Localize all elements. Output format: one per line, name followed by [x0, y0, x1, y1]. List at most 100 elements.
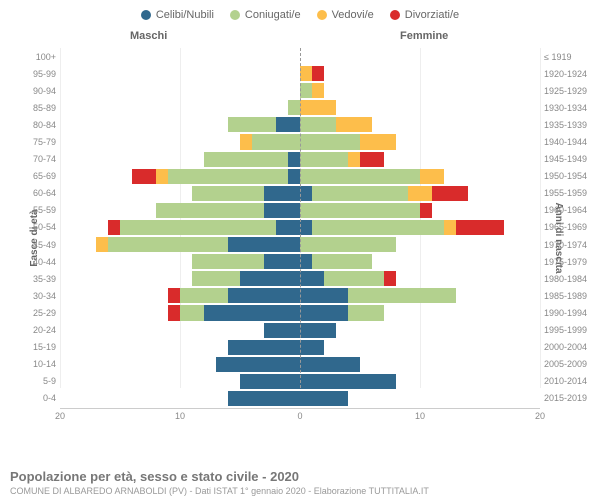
birth-year-label: 2005-2009: [544, 359, 598, 369]
female-bars: [300, 271, 540, 286]
bar-segment: [228, 391, 300, 406]
legend-item: Celibi/Nubili: [141, 9, 214, 21]
legend-swatch: [141, 10, 151, 20]
bar-segment: [420, 169, 444, 184]
female-bars: [300, 357, 540, 372]
birth-year-label: 2000-2004: [544, 342, 598, 352]
age-label: 45-49: [16, 240, 56, 250]
birth-year-label: 1965-1969: [544, 222, 598, 232]
bar-segment: [240, 134, 252, 149]
male-bars: [60, 203, 300, 218]
bar-segment: [108, 237, 228, 252]
bar-segment: [300, 220, 312, 235]
bar-segment: [132, 169, 156, 184]
legend-swatch: [230, 10, 240, 20]
male-bars: [60, 391, 300, 406]
bar-segment: [300, 288, 348, 303]
bar-segment: [192, 186, 264, 201]
bar-segment: [240, 374, 300, 389]
bar-segment: [300, 323, 336, 338]
male-bars: [60, 323, 300, 338]
bar-segment: [120, 220, 276, 235]
age-label: 20-24: [16, 325, 56, 335]
age-label: 25-29: [16, 308, 56, 318]
age-label: 40-44: [16, 257, 56, 267]
bar-segment: [420, 203, 432, 218]
bar-segment: [168, 169, 288, 184]
male-bars: [60, 288, 300, 303]
birth-year-label: 1990-1994: [544, 308, 598, 318]
legend: Celibi/NubiliConiugati/eVedovi/eDivorzia…: [0, 0, 600, 30]
age-label: 100+: [16, 52, 56, 62]
x-tick: 10: [175, 411, 185, 421]
female-bars: [300, 391, 540, 406]
birth-year-label: 1975-1979: [544, 257, 598, 267]
male-bars: [60, 340, 300, 355]
bar-segment: [240, 271, 300, 286]
x-tick: 20: [535, 411, 545, 421]
female-bars: [300, 288, 540, 303]
bar-segment: [336, 117, 372, 132]
bar-segment: [384, 271, 396, 286]
male-bars: [60, 49, 300, 64]
legend-swatch: [390, 10, 400, 20]
female-bars: [300, 374, 540, 389]
birth-year-label: 2015-2019: [544, 393, 598, 403]
male-bars: [60, 83, 300, 98]
bar-segment: [156, 203, 264, 218]
male-bars: [60, 254, 300, 269]
age-label: 85-89: [16, 103, 56, 113]
bar-segment: [456, 220, 504, 235]
birth-year-label: 1925-1929: [544, 86, 598, 96]
female-bars: [300, 66, 540, 81]
bar-segment: [264, 254, 300, 269]
birth-year-label: 1950-1954: [544, 171, 598, 181]
female-bars: [300, 203, 540, 218]
age-label: 65-69: [16, 171, 56, 181]
male-bars: [60, 152, 300, 167]
bar-segment: [276, 220, 300, 235]
legend-swatch: [317, 10, 327, 20]
bar-segment: [300, 357, 360, 372]
male-bars: [60, 220, 300, 235]
birth-year-label: 2010-2014: [544, 376, 598, 386]
bar-segment: [300, 134, 360, 149]
male-bars: [60, 117, 300, 132]
bar-segment: [276, 117, 300, 132]
bar-segment: [228, 340, 300, 355]
age-row: 0-42015-2019: [60, 390, 540, 407]
bar-segment: [216, 357, 300, 372]
birth-year-label: 1955-1959: [544, 188, 598, 198]
female-bars: [300, 83, 540, 98]
bar-segment: [96, 237, 108, 252]
female-bars: [300, 117, 540, 132]
age-label: 35-39: [16, 274, 56, 284]
header-females: Femmine: [400, 30, 448, 42]
age-label: 30-34: [16, 291, 56, 301]
bar-segment: [156, 169, 168, 184]
legend-item: Vedovi/e: [317, 9, 374, 21]
male-bars: [60, 357, 300, 372]
age-label: 10-14: [16, 359, 56, 369]
bar-segment: [288, 100, 300, 115]
bar-segment: [300, 271, 324, 286]
birth-year-label: 1945-1949: [544, 154, 598, 164]
male-bars: [60, 186, 300, 201]
legend-label: Coniugati/e: [245, 9, 301, 21]
bar-segment: [288, 152, 300, 167]
male-bars: [60, 134, 300, 149]
age-label: 55-59: [16, 205, 56, 215]
bar-segment: [192, 271, 240, 286]
age-label: 0-4: [16, 393, 56, 403]
bar-segment: [108, 220, 120, 235]
bar-segment: [204, 305, 300, 320]
age-label: 80-84: [16, 120, 56, 130]
bar-segment: [300, 305, 348, 320]
bar-segment: [312, 220, 444, 235]
female-bars: [300, 49, 540, 64]
birth-year-label: 1920-1924: [544, 69, 598, 79]
legend-label: Celibi/Nubili: [156, 9, 214, 21]
bar-segment: [312, 66, 324, 81]
bar-segment: [192, 254, 264, 269]
bar-segment: [360, 134, 396, 149]
